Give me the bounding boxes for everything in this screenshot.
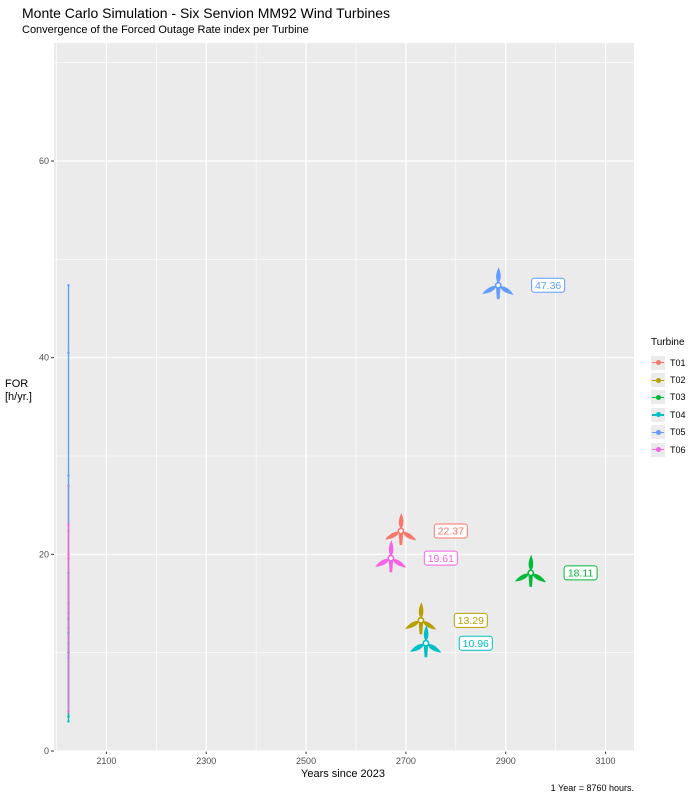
turbine-blade: [422, 621, 437, 630]
turbine-blade: [496, 267, 501, 284]
chart-subtitle: Convergence of the Forced Outage Rate in…: [22, 24, 309, 36]
legend-title: Turbine: [651, 337, 685, 348]
turbine-blade: [423, 625, 429, 642]
y-tick-label: 0: [44, 746, 49, 756]
turbine-hub-center: [528, 571, 533, 575]
turbine-tower: [388, 560, 394, 573]
turbine-hub-center: [419, 618, 423, 623]
wind-turbine-icon-t03: [514, 554, 547, 587]
legend-key: [651, 425, 665, 440]
turbine-hub-center: [399, 529, 403, 533]
x-axis-label: Years since 2023: [301, 768, 385, 780]
series-point-t06: [67, 710, 70, 713]
legend-item-t04: T04: [651, 406, 686, 423]
wind-turbine-icon-t01: [385, 513, 417, 545]
y-tick-label: 40: [39, 353, 49, 363]
x-tick-label: 2500: [296, 756, 316, 766]
legend-label: T01: [670, 357, 686, 368]
turbine-hub-center: [496, 283, 500, 288]
series-point-t06: [67, 556, 70, 560]
legend-key: [651, 407, 665, 422]
series-point-t06: [67, 577, 70, 581]
turbine-blade: [418, 602, 424, 619]
turbine-blade: [402, 531, 417, 541]
legend-label: T02: [670, 375, 686, 386]
value-label-box-t02: [453, 612, 488, 628]
turbine-hub-center: [389, 556, 393, 560]
value-label-t03: 18.11: [568, 568, 594, 580]
y-axis-label: FOR [h/yr.]: [5, 378, 32, 403]
turbine-blade: [532, 573, 547, 583]
value-label-box-t05: [531, 277, 566, 293]
chart-caption: 1 Year = 8760 hours.: [550, 783, 634, 793]
turbine-blade: [410, 643, 425, 652]
value-label-box-t06: [423, 550, 458, 566]
value-label-box-t04: [458, 635, 493, 651]
wind-turbine-icon-t06: [375, 540, 407, 573]
legend-key: [651, 355, 665, 370]
turbine-tower: [398, 533, 404, 545]
turbine-blade: [528, 554, 534, 571]
x-tick-label: 2300: [196, 756, 216, 766]
legend-item-t01: T01: [651, 354, 686, 371]
turbine-blade: [405, 621, 420, 629]
turbine-blade: [375, 558, 390, 567]
turbine-blade: [499, 286, 514, 295]
value-label-t05: 47.36: [535, 280, 561, 292]
value-label-box-t03: [563, 565, 598, 581]
wind-turbine-icon-t02: [405, 602, 437, 635]
series-point-t05: [67, 474, 70, 477]
y-tick-label: 60: [39, 156, 49, 166]
wind-turbine-icon-t05: [482, 267, 514, 300]
series-point-t04: [67, 720, 70, 723]
value-label-t06: 19.61: [428, 553, 454, 565]
turbine-blade: [385, 531, 400, 540]
x-tick-label: 2900: [496, 756, 516, 766]
turbine-tower: [418, 622, 424, 635]
value-label-t04: 10.96: [463, 638, 489, 650]
value-label-t02: 13.29: [458, 615, 484, 627]
legend-label: T03: [670, 392, 686, 403]
y-tick-label: 20: [39, 549, 49, 559]
legend-item-t06: T06: [651, 441, 686, 458]
turbine-tower: [496, 287, 501, 300]
x-tick-label: 2100: [96, 756, 116, 766]
turbine-blade: [392, 559, 407, 568]
turbine-hub-center: [424, 641, 428, 645]
turbine-tower: [528, 574, 533, 587]
legend-label: T04: [670, 409, 686, 420]
turbine-blade: [427, 644, 442, 653]
value-label-t01: 22.37: [438, 526, 464, 538]
series-point-t05: [67, 284, 70, 287]
legend-item-t05: T05: [651, 424, 686, 441]
legend-label: T05: [670, 427, 686, 438]
legend: Turbine T01 T02 T03 T04 T05 T06: [651, 337, 686, 458]
legend-key: [651, 390, 665, 405]
legend-item-t03: T03: [651, 389, 686, 406]
turbine-blade: [514, 573, 529, 582]
turbine-blade: [398, 513, 404, 529]
turbine-blade: [482, 286, 497, 294]
series-point-t06: [67, 523, 70, 527]
x-tick-label: 3100: [596, 756, 616, 766]
wind-turbine-icon-t04: [410, 625, 442, 658]
legend-label: T06: [670, 444, 686, 455]
legend-item-t02: T02: [651, 371, 686, 388]
legend-key: [651, 442, 665, 457]
x-tick-label: 2700: [396, 756, 416, 766]
plot-panel: [54, 43, 634, 751]
turbine-blade: [388, 540, 394, 557]
value-label-box-t01: [433, 523, 468, 539]
legend-key: [651, 373, 665, 388]
chart-title: Monte Carlo Simulation - Six Senvion MM9…: [22, 5, 391, 21]
turbine-tower: [423, 645, 429, 658]
series-point-t05: [67, 351, 70, 354]
